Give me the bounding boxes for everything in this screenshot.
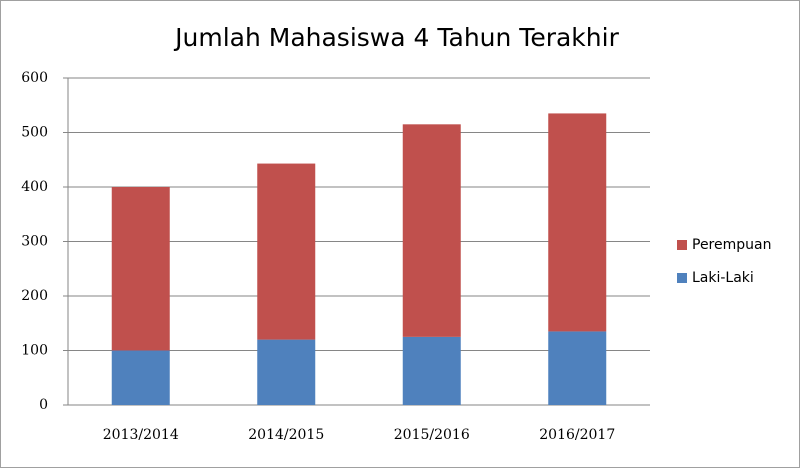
bar-segment	[111, 187, 170, 351]
legend-swatch	[677, 240, 687, 250]
y-tick-label: 100	[21, 343, 48, 359]
y-tick-label: 300	[21, 234, 48, 250]
y-tick-label: 200	[21, 288, 48, 304]
bar-segment	[111, 350, 170, 405]
bar-segment	[548, 331, 607, 405]
x-tick-label: 2014/2015	[248, 427, 324, 443]
bar-segment	[402, 336, 461, 405]
chart-title: Jumlah Mahasiswa 4 Tahun Terakhir	[173, 23, 619, 52]
x-tick-label: 2016/2017	[539, 427, 615, 443]
y-tick-label: 400	[21, 179, 48, 195]
bar-segment	[257, 163, 316, 340]
legend-label: Perempuan	[692, 237, 771, 253]
x-tick-label: 2013/2014	[103, 427, 179, 443]
bar-segment	[548, 113, 607, 332]
bar-segment	[402, 124, 461, 337]
y-tick-label: 600	[21, 70, 48, 86]
legend-label: Laki-Laki	[692, 270, 754, 286]
x-tick-label: 2015/2016	[394, 427, 470, 443]
legend-swatch	[677, 273, 687, 283]
y-tick-label: 0	[39, 397, 48, 413]
bar-segment	[257, 339, 316, 405]
y-tick-label: 500	[21, 125, 48, 141]
